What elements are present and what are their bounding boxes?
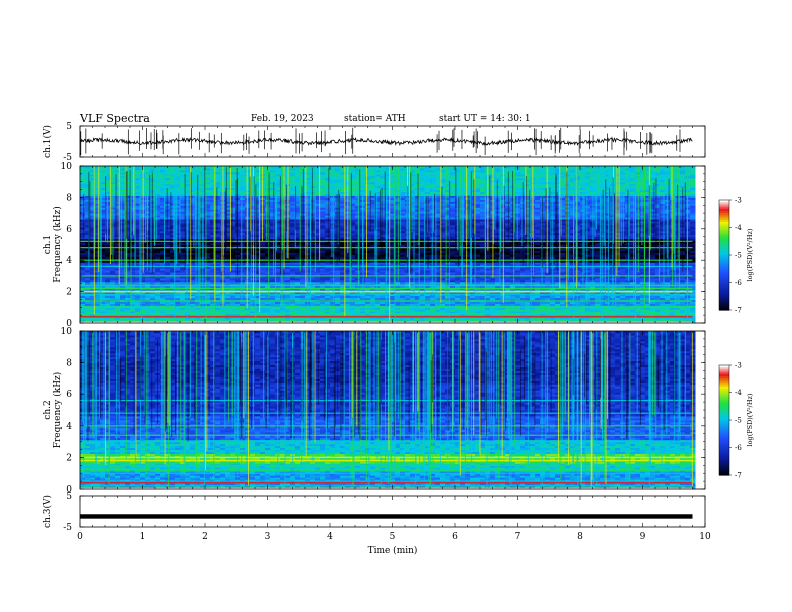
ch1-spectrogram-cbtick-2: -5	[735, 252, 742, 260]
date-label: Feb. 19, 2023	[251, 114, 314, 124]
ch2-spectrogram-ytick-0: 0	[66, 485, 72, 495]
ch2-spectrogram-cbtick-4: -7	[735, 472, 742, 480]
ch2-spectrogram-image	[80, 331, 696, 490]
chart-title: VLF Spectra	[80, 112, 150, 125]
ch3-waveform-ytick-1: -5	[63, 523, 72, 533]
ch2-spectrogram-colorbar	[718, 364, 732, 476]
xtick-2: 2	[202, 532, 208, 542]
ch3-waveform-ylabel: ch.3(V)	[42, 495, 53, 528]
ch2-spectrogram-cbtick-1: -4	[735, 389, 742, 397]
ch2-spectrogram-cbtick-0: -3	[735, 362, 742, 370]
ch2-spectrogram-ytick-4: 8	[66, 359, 72, 369]
ch2-spectrogram-cbtick-2: -5	[735, 417, 742, 425]
ch1-waveform-trace	[79, 136, 693, 147]
ch2-spectrogram-ytick-2: 4	[66, 422, 72, 432]
ch1-spectrogram-cbtick-4: -7	[735, 307, 742, 315]
xtick-3: 3	[265, 532, 271, 542]
ch1-spectrogram-ytick-4: 8	[66, 193, 72, 203]
xtick-9: 9	[640, 532, 646, 542]
ch3-waveform-frame	[79, 495, 706, 528]
xtick-6: 6	[452, 532, 458, 542]
station-label: station= ATH	[344, 114, 406, 124]
xtick-4: 4	[327, 532, 333, 542]
ch3-waveform-ytick-0: 5	[66, 492, 72, 502]
ch2-spectrogram-ylabel: Frequency (kHz)	[52, 372, 63, 449]
xtick-5: 5	[390, 532, 396, 542]
xtick-8: 8	[577, 532, 583, 542]
ch2-spectrogram-ytick-5: 10	[61, 327, 73, 337]
ch2-spectrogram-channel-label: ch.2	[43, 400, 53, 419]
ch1-spectrogram-cbtick-0: -3	[735, 197, 742, 205]
ch1-spectrogram-colorbar-label: log(PSD)(V²/Hz)	[746, 228, 754, 281]
ch1-spectrogram-cbtick-3: -6	[735, 279, 742, 287]
ch1-waveform-frame	[79, 125, 706, 158]
ch1-spectrogram-ylabel: Frequency (kHz)	[52, 206, 63, 283]
ch2-spectrogram-ytick-1: 2	[66, 453, 72, 463]
xtick-10: 10	[699, 532, 711, 542]
ch1-spectrogram-colorbar	[718, 199, 732, 311]
ch1-spectrogram-ytick-2: 4	[66, 256, 72, 266]
xtick-0: 0	[77, 532, 83, 542]
ch1-spectrogram-ytick-3: 6	[66, 225, 72, 235]
start-time-label: start UT = 14: 30: 1	[439, 114, 531, 124]
xtick-7: 7	[515, 532, 521, 542]
ch1-spectrogram-cbtick-1: -4	[735, 224, 742, 232]
ch2-spectrogram-colorbar-label: log(PSD)(V²/Hz)	[746, 393, 754, 446]
ch1-waveform-ytick-0: 5	[66, 122, 72, 132]
ch1-waveform-ytick-1: -5	[63, 153, 72, 163]
ch3-waveform-trace	[80, 514, 693, 519]
ch1-spectrogram-channel-label: ch.1	[43, 235, 53, 254]
xtick-1: 1	[140, 532, 146, 542]
x-axis-label: Time (min)	[368, 545, 418, 556]
ch1-waveform-ylabel: ch.1(V)	[42, 125, 53, 158]
ch1-spectrogram-ytick-5: 10	[61, 162, 73, 172]
ch1-spectrogram-ytick-0: 0	[66, 319, 72, 329]
ch1-spectrogram-image	[80, 166, 696, 324]
ch2-spectrogram-cbtick-3: -6	[735, 444, 742, 452]
ch1-spectrogram-ytick-1: 2	[66, 288, 72, 298]
ch2-spectrogram-ytick-3: 6	[66, 390, 72, 400]
